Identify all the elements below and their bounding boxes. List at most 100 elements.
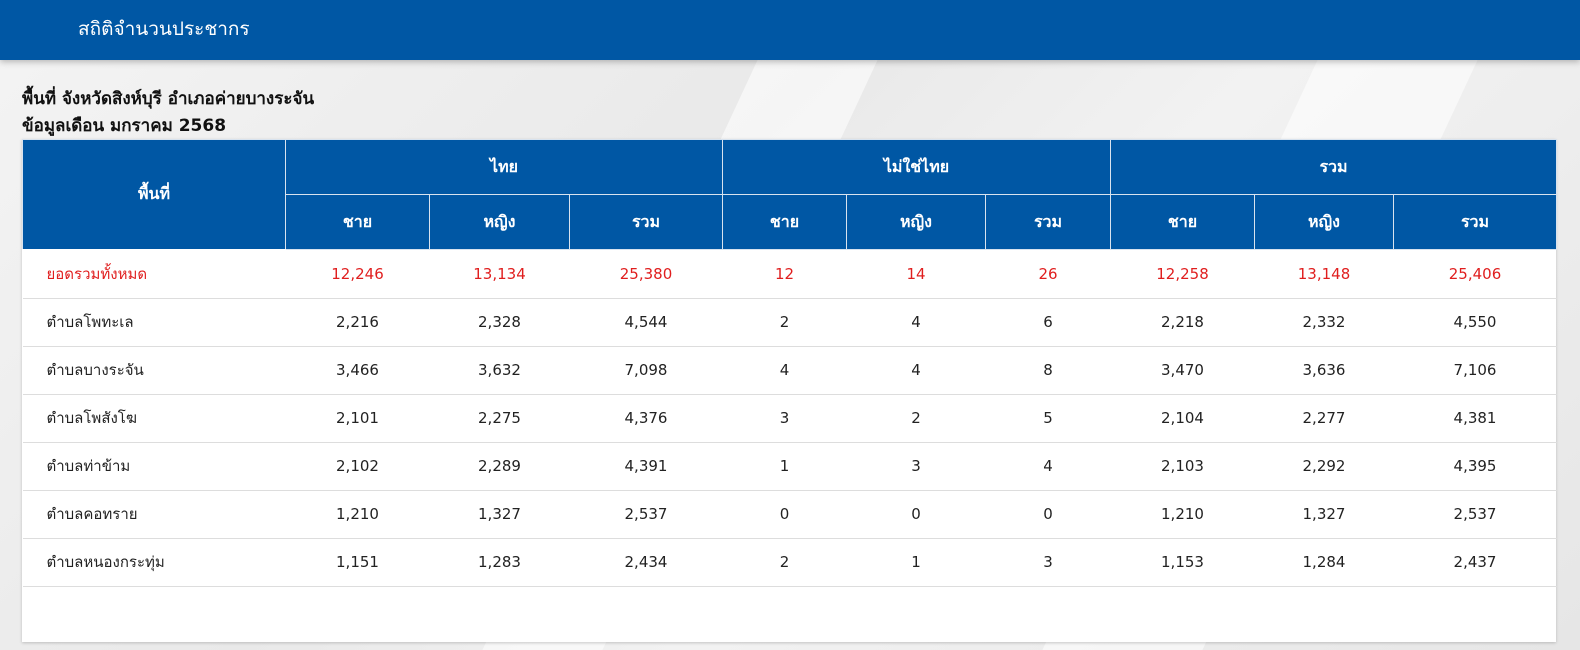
row-value-cell: 2,332 bbox=[1254, 298, 1394, 347]
area-line: พื้นที่ จังหวัดสิงห์บุรี อำเภอค่ายบางระจ… bbox=[22, 89, 315, 109]
row-value-cell: 25,406 bbox=[1393, 249, 1557, 299]
row-value-cell: 4,550 bbox=[1393, 298, 1557, 347]
top-bar: สถิติจำนวนประชากร bbox=[0, 0, 1580, 60]
population-table-card: พื้นที่ ไทย ไม่ใช่ไทย รวม ชาย หญิง รวม ช… bbox=[22, 139, 1558, 642]
row-value-cell: 1,210 bbox=[285, 490, 430, 539]
subheader-male: ชาย bbox=[285, 194, 430, 250]
row-value-cell: 4,376 bbox=[569, 394, 723, 443]
row-value-cell: 1,153 bbox=[1110, 538, 1255, 587]
row-value-cell: 3 bbox=[985, 538, 1111, 587]
row-area-name: ตำบลหนองกระทุ่ม bbox=[22, 538, 286, 587]
row-value-cell: 8 bbox=[985, 346, 1111, 395]
table-row: ตำบลหนองกระทุ่ม 1,151 1,283 2,434 2 1 3 1,153 1,… bbox=[22, 538, 1557, 587]
row-value-cell: 3,636 bbox=[1254, 346, 1394, 395]
subheader-female: หญิง bbox=[846, 194, 986, 250]
row-value-cell: 2 bbox=[722, 538, 847, 587]
row-value-cell: 3,470 bbox=[1110, 346, 1255, 395]
row-value-cell: 1,283 bbox=[429, 538, 570, 587]
row-value-cell: 1 bbox=[846, 538, 986, 587]
subheader-male: ชาย bbox=[1110, 194, 1255, 250]
subheader-sum: รวม bbox=[1392, 194, 1558, 250]
row-value-cell: 7,106 bbox=[1393, 346, 1557, 395]
row-value-cell: 2 bbox=[846, 394, 986, 443]
row-value-cell: 2,102 bbox=[285, 442, 430, 491]
row-value-cell: 2,537 bbox=[569, 490, 723, 539]
row-value-cell: 2,277 bbox=[1254, 394, 1394, 443]
row-value-cell: 12,246 bbox=[285, 249, 430, 299]
row-value-cell: 2,328 bbox=[429, 298, 570, 347]
row-value-cell: 1,210 bbox=[1110, 490, 1255, 539]
row-value-cell: 13,134 bbox=[429, 249, 570, 299]
row-value-cell: 1,327 bbox=[429, 490, 570, 539]
subheader-sum: รวม bbox=[985, 194, 1111, 250]
row-value-cell: 0 bbox=[985, 490, 1111, 539]
row-value-cell: 4,544 bbox=[569, 298, 723, 347]
table-row: ตำบลคอทราย 1,210 1,327 2,537 0 0 0 1,210 1,327 2,… bbox=[22, 490, 1557, 539]
page-title: สถิติจำนวนประชากร bbox=[78, 18, 250, 40]
row-value-cell: 3,632 bbox=[429, 346, 570, 395]
row-value-cell: 6 bbox=[985, 298, 1111, 347]
row-value-cell: 2,216 bbox=[285, 298, 430, 347]
table-body: ยอดรวมทั้งหมด 12,246 13,134 25,380 12 14 26 12,… bbox=[22, 249, 1557, 587]
row-value-cell: 5 bbox=[985, 394, 1111, 443]
row-area-name: ยอดรวมทั้งหมด bbox=[22, 249, 286, 299]
row-value-cell: 0 bbox=[722, 490, 847, 539]
table-row: ตำบลท่าข้าม 2,102 2,289 4,391 1 3 4 2,103 2,292 4… bbox=[22, 442, 1557, 491]
group-header-total: รวม bbox=[1109, 139, 1558, 195]
row-value-cell: 2,101 bbox=[285, 394, 430, 443]
row-value-cell: 25,380 bbox=[569, 249, 723, 299]
subheader-sum: รวม bbox=[569, 194, 723, 250]
row-value-cell: 0 bbox=[846, 490, 986, 539]
row-value-cell: 13,148 bbox=[1254, 249, 1394, 299]
row-value-cell: 2,104 bbox=[1110, 394, 1255, 443]
row-value-cell: 3 bbox=[722, 394, 847, 443]
row-value-cell: 3,466 bbox=[285, 346, 430, 395]
row-area-name: ตำบลคอทราย bbox=[22, 490, 286, 539]
total-row: ยอดรวมทั้งหมด 12,246 13,134 25,380 12 14 26 12,… bbox=[22, 249, 1557, 299]
row-value-cell: 2,289 bbox=[429, 442, 570, 491]
row-value-cell: 2,218 bbox=[1110, 298, 1255, 347]
header-row-groups: พื้นที่ ไทย ไม่ใช่ไทย รวม bbox=[22, 139, 1558, 251]
table-row: ตำบลโพสังโฆ 2,101 2,275 4,376 3 2 5 2,104 2,277 4… bbox=[22, 394, 1557, 443]
row-value-cell: 4,381 bbox=[1393, 394, 1557, 443]
row-value-cell: 4 bbox=[985, 442, 1111, 491]
row-value-cell: 1,327 bbox=[1254, 490, 1394, 539]
table-row: ตำบลโพทะเล 2,216 2,328 4,544 2 4 6 2,218 2,332 4,… bbox=[22, 298, 1557, 347]
row-area-name: ตำบลโพสังโฆ bbox=[22, 394, 286, 443]
row-value-cell: 2 bbox=[722, 298, 847, 347]
population-table: พื้นที่ ไทย ไม่ใช่ไทย รวม ชาย หญิง รวม ช… bbox=[22, 139, 1558, 587]
subheader-male: ชาย bbox=[722, 194, 847, 250]
row-value-cell: 1 bbox=[722, 442, 847, 491]
row-value-cell: 2,537 bbox=[1393, 490, 1557, 539]
row-value-cell: 4 bbox=[846, 298, 986, 347]
row-area-name: ตำบลบางระจัน bbox=[22, 346, 286, 395]
row-value-cell: 4 bbox=[722, 346, 847, 395]
row-value-cell: 2,434 bbox=[569, 538, 723, 587]
row-value-cell: 4,395 bbox=[1393, 442, 1557, 491]
row-value-cell: 7,098 bbox=[569, 346, 723, 395]
row-area-name: ตำบลท่าข้าม bbox=[22, 442, 286, 491]
table-row: ตำบลบางระจัน 3,466 3,632 7,098 4 4 8 3,470 3,636… bbox=[22, 346, 1557, 395]
header-row-subheaders: ชาย หญิง รวม ชาย หญิง รวม ชาย หญิง รวม bbox=[23, 194, 1558, 250]
row-value-cell: 2,275 bbox=[429, 394, 570, 443]
row-value-cell: 12,258 bbox=[1110, 249, 1255, 299]
area-info: พื้นที่ จังหวัดสิงห์บุรี อำเภอค่ายบางระจ… bbox=[22, 86, 314, 140]
row-value-cell: 2,103 bbox=[1110, 442, 1255, 491]
row-value-cell: 14 bbox=[846, 249, 986, 299]
row-value-cell: 12 bbox=[722, 249, 847, 299]
row-value-cell: 1,151 bbox=[285, 538, 430, 587]
month-line: ข้อมูลเดือน มกราคม 2568 bbox=[22, 116, 227, 136]
subheader-female: หญิง bbox=[1254, 194, 1394, 250]
group-header-thai: ไทย bbox=[285, 139, 723, 195]
row-value-cell: 3 bbox=[846, 442, 986, 491]
row-value-cell: 26 bbox=[985, 249, 1111, 299]
row-area-name: ตำบลโพทะเล bbox=[22, 298, 286, 347]
area-column-header: พื้นที่ bbox=[22, 139, 286, 251]
row-value-cell: 1,284 bbox=[1254, 538, 1394, 587]
row-value-cell: 2,437 bbox=[1393, 538, 1557, 587]
row-value-cell: 4,391 bbox=[569, 442, 723, 491]
subheader-female: หญิง bbox=[429, 194, 570, 250]
row-value-cell: 2,292 bbox=[1254, 442, 1394, 491]
group-header-non-thai: ไม่ใช่ไทย bbox=[722, 139, 1111, 195]
